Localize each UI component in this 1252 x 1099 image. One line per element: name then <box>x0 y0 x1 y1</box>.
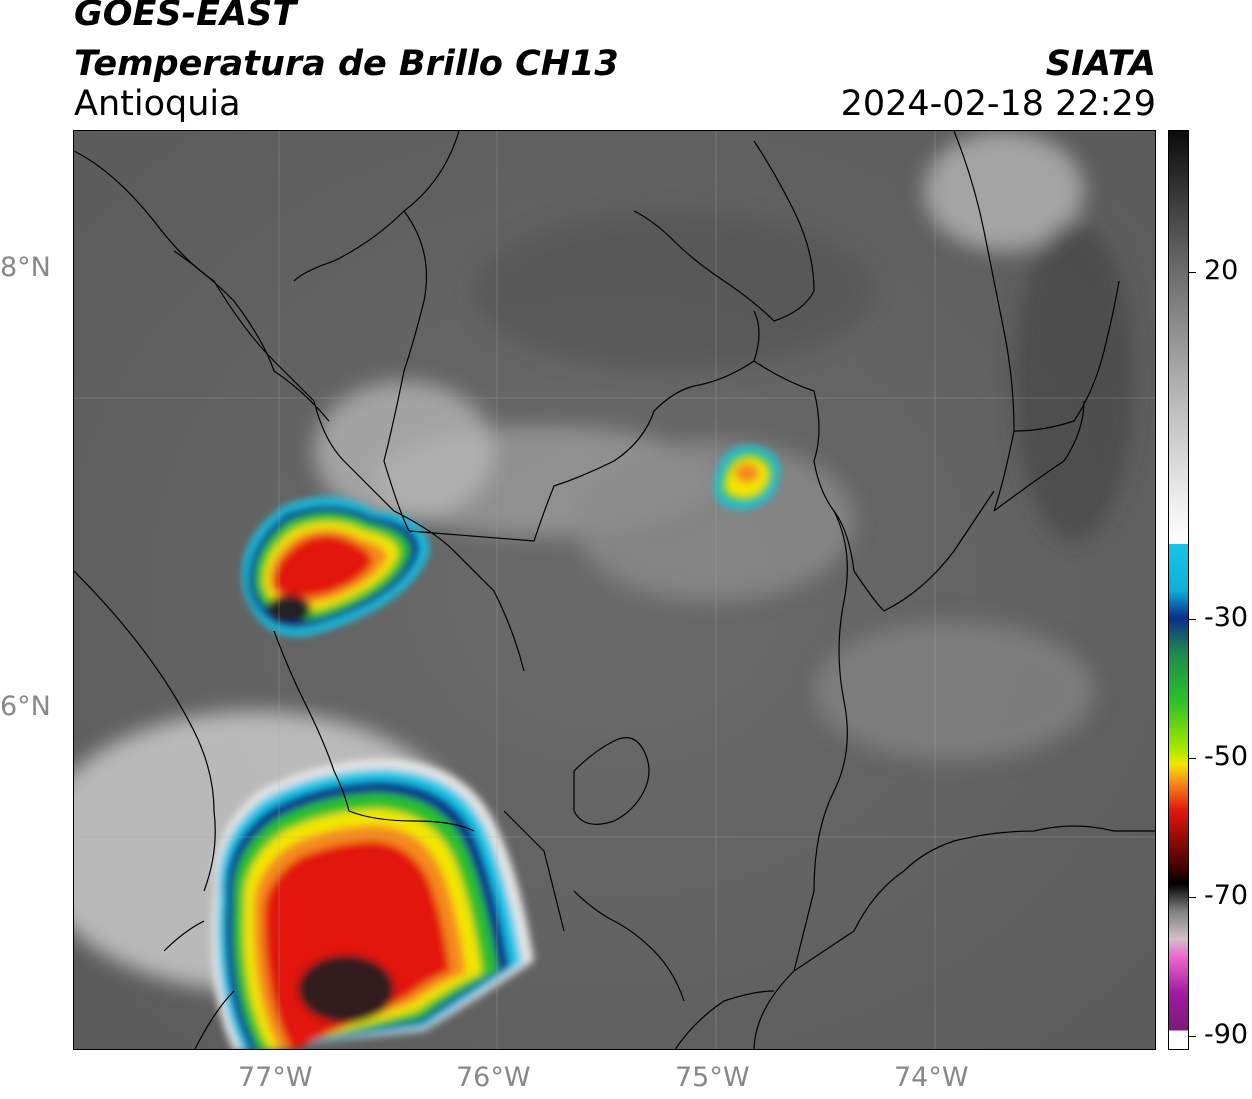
graticule <box>74 131 1155 1049</box>
cb-tick <box>1189 897 1196 898</box>
lon-label-74w: 74°W <box>894 1062 969 1093</box>
colorbar-label-minus90: -90 <box>1204 1019 1249 1050</box>
product-title: Temperatura de Brillo CH13 <box>74 44 619 84</box>
satellite-title: GOES-EAST <box>74 0 297 34</box>
satellite-map[interactable] <box>73 130 1156 1050</box>
cb-tick <box>1189 758 1196 759</box>
cb-tick <box>1189 1036 1196 1037</box>
cb-tick <box>1189 619 1196 620</box>
region-subtitle: Antioquia <box>74 84 241 124</box>
lat-label-8n: 8°N <box>0 252 51 283</box>
colorbar-label-20: 20 <box>1204 255 1239 286</box>
lat-label-6n: 6°N <box>0 691 51 722</box>
colorbar-label-minus30: -30 <box>1204 602 1249 633</box>
agency-label: SIATA <box>1045 44 1156 84</box>
lon-label-75w: 75°W <box>675 1062 750 1093</box>
cb-tick <box>1189 272 1196 273</box>
colorbar-label-minus50: -50 <box>1204 741 1249 772</box>
datetime-label: 2024-02-18 22:29 <box>840 84 1156 124</box>
colorbar-label-minus70: -70 <box>1204 880 1249 911</box>
storm-cell-south <box>211 759 534 1049</box>
lon-label-77w: 77°W <box>238 1062 313 1093</box>
storm-cell-west <box>242 497 429 636</box>
storm-cell-small <box>714 445 780 509</box>
admin-borders <box>74 131 1155 1049</box>
lon-label-76w: 76°W <box>456 1062 531 1093</box>
colorbar <box>1168 130 1189 1050</box>
